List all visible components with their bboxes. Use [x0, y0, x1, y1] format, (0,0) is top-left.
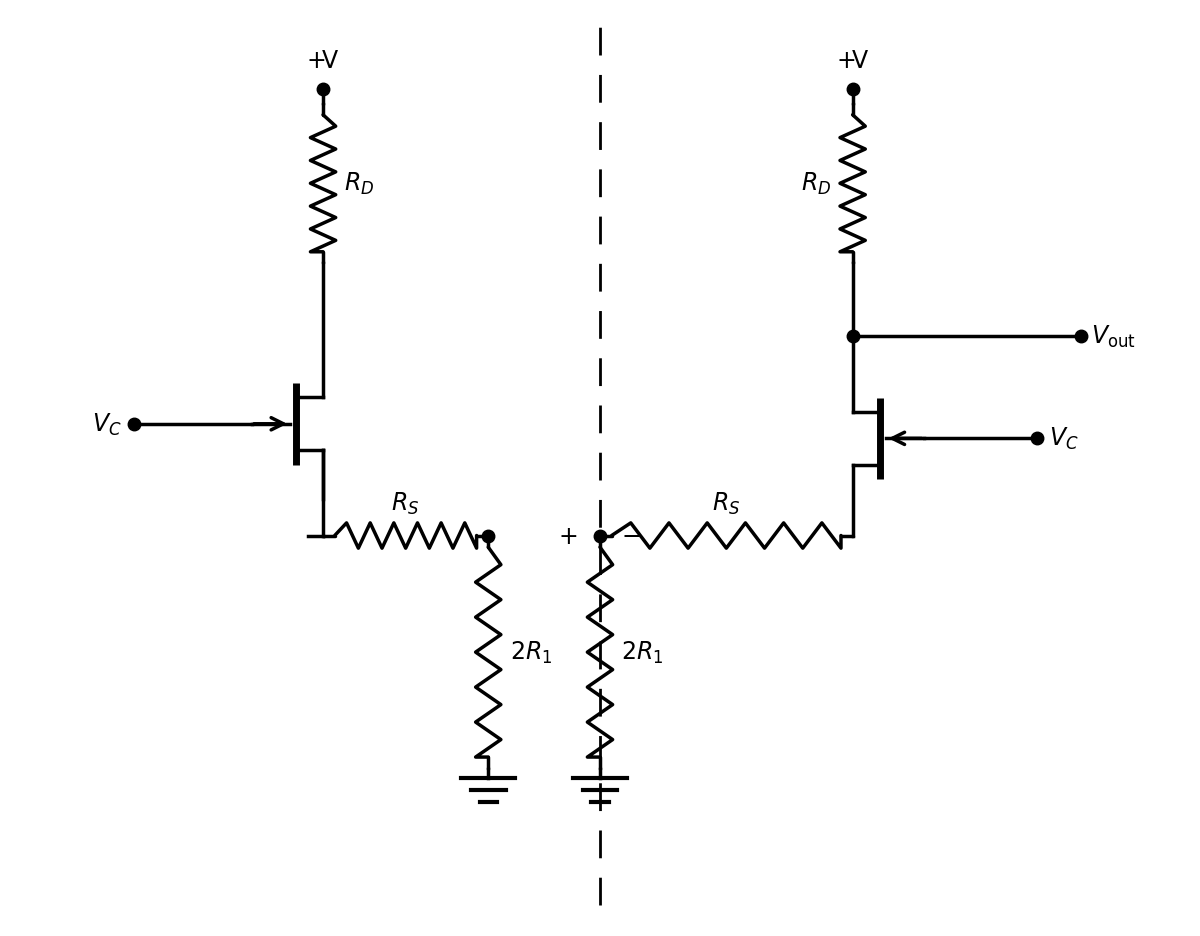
Text: $V_C$: $V_C$: [1049, 426, 1079, 452]
Text: $V_C$: $V_C$: [92, 411, 122, 437]
Text: −: −: [622, 524, 641, 548]
Text: $2R_1$: $2R_1$: [622, 639, 664, 665]
Text: $R_D$: $R_D$: [800, 171, 832, 197]
Text: $R_S$: $R_S$: [391, 490, 420, 517]
Text: $+\!\mathrm{V}$: $+\!\mathrm{V}$: [306, 49, 340, 73]
Text: $R_S$: $R_S$: [712, 490, 740, 517]
Text: $V_\mathrm{out}$: $V_\mathrm{out}$: [1091, 324, 1135, 350]
Text: $2R_1$: $2R_1$: [510, 639, 552, 665]
Text: +: +: [559, 524, 578, 548]
Text: $+\!\mathrm{V}$: $+\!\mathrm{V}$: [835, 49, 870, 73]
Text: $R_D$: $R_D$: [344, 171, 374, 197]
